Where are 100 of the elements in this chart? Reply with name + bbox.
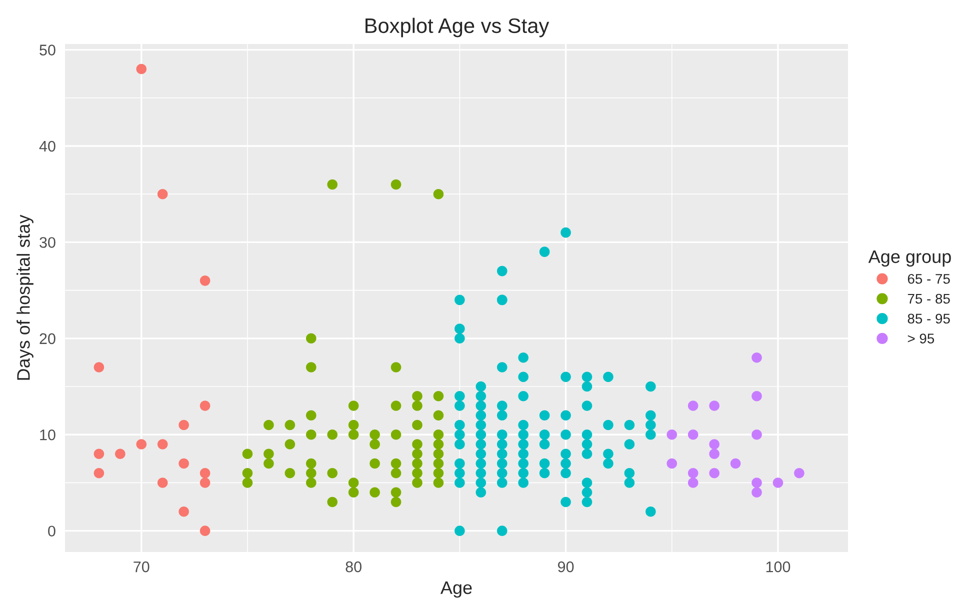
point xyxy=(390,496,402,508)
y-tick-label: 20 xyxy=(40,333,56,344)
point xyxy=(306,333,316,344)
point xyxy=(390,429,402,440)
point xyxy=(136,64,147,74)
point xyxy=(327,179,338,190)
point xyxy=(709,400,720,411)
x-tick-label: 100 xyxy=(766,561,790,572)
point xyxy=(348,487,359,498)
point xyxy=(284,468,296,478)
x-tick-label: 80 xyxy=(346,561,362,572)
point xyxy=(200,400,210,411)
point xyxy=(709,468,720,478)
point xyxy=(390,179,402,190)
point xyxy=(115,448,126,460)
point xyxy=(264,420,274,430)
point xyxy=(390,362,402,372)
point xyxy=(412,448,422,460)
point xyxy=(306,429,316,440)
point xyxy=(433,429,444,440)
point xyxy=(136,439,147,450)
point xyxy=(264,448,274,460)
point xyxy=(390,400,402,411)
point xyxy=(390,487,402,498)
point xyxy=(242,478,253,488)
point xyxy=(412,420,422,430)
point xyxy=(709,448,720,460)
point xyxy=(306,362,316,372)
point xyxy=(327,468,338,478)
point xyxy=(433,390,444,402)
point xyxy=(242,468,253,478)
point xyxy=(412,468,422,478)
y-tick-label: 30 xyxy=(40,237,56,248)
point xyxy=(94,448,104,460)
point xyxy=(306,458,316,469)
point xyxy=(284,439,296,450)
point xyxy=(390,458,402,469)
y-tick-label: 0 xyxy=(48,526,56,537)
y-tick-label: 40 xyxy=(39,140,56,152)
point xyxy=(390,468,402,478)
point xyxy=(178,506,189,517)
legend-label: 75 - 85 xyxy=(908,294,950,304)
x-tick-label: 90 xyxy=(558,561,574,572)
point xyxy=(412,458,422,469)
legend-label: 85 - 95 xyxy=(908,314,950,324)
point xyxy=(178,420,189,430)
point xyxy=(412,390,422,402)
y-axis-title: Days of hospital stay xyxy=(16,214,34,380)
point xyxy=(433,478,444,488)
point xyxy=(370,429,380,440)
point xyxy=(772,478,784,488)
point xyxy=(370,458,380,469)
point xyxy=(666,458,678,469)
y-tick-label: 10 xyxy=(40,429,56,440)
point xyxy=(433,188,444,200)
point xyxy=(306,410,316,421)
x-tick-label: 70 xyxy=(134,561,150,572)
point xyxy=(348,478,359,488)
point xyxy=(412,400,422,411)
point xyxy=(730,458,741,469)
point xyxy=(433,439,444,450)
point xyxy=(794,468,804,478)
point xyxy=(370,439,380,450)
point xyxy=(433,448,444,460)
point xyxy=(752,390,762,402)
point xyxy=(688,478,698,488)
point xyxy=(327,429,338,440)
point xyxy=(752,487,762,498)
point xyxy=(348,429,359,440)
chart-title: Boxplot Age vs Stay xyxy=(366,18,550,38)
point xyxy=(433,410,444,421)
point xyxy=(688,400,698,411)
point xyxy=(433,458,444,469)
legend-label: 65 - 75 xyxy=(908,274,950,284)
point xyxy=(200,478,210,488)
point xyxy=(412,439,422,450)
point xyxy=(348,420,359,430)
point xyxy=(306,468,316,478)
point xyxy=(688,468,698,478)
point xyxy=(200,468,210,478)
point xyxy=(348,400,359,411)
point xyxy=(264,458,274,469)
point xyxy=(284,420,296,430)
point xyxy=(752,352,762,363)
point xyxy=(94,362,104,372)
legend-label: > 95 xyxy=(908,334,934,344)
point xyxy=(94,468,104,478)
point xyxy=(412,478,422,488)
point xyxy=(688,429,698,440)
point xyxy=(370,487,380,498)
point xyxy=(157,439,168,450)
point xyxy=(306,478,316,488)
point xyxy=(178,458,189,469)
point xyxy=(709,439,720,450)
point xyxy=(666,429,678,440)
point xyxy=(752,429,762,440)
point xyxy=(327,496,338,508)
y-tick-label: 50 xyxy=(40,44,56,56)
point xyxy=(242,448,253,460)
legend-title: Age group xyxy=(868,250,951,267)
